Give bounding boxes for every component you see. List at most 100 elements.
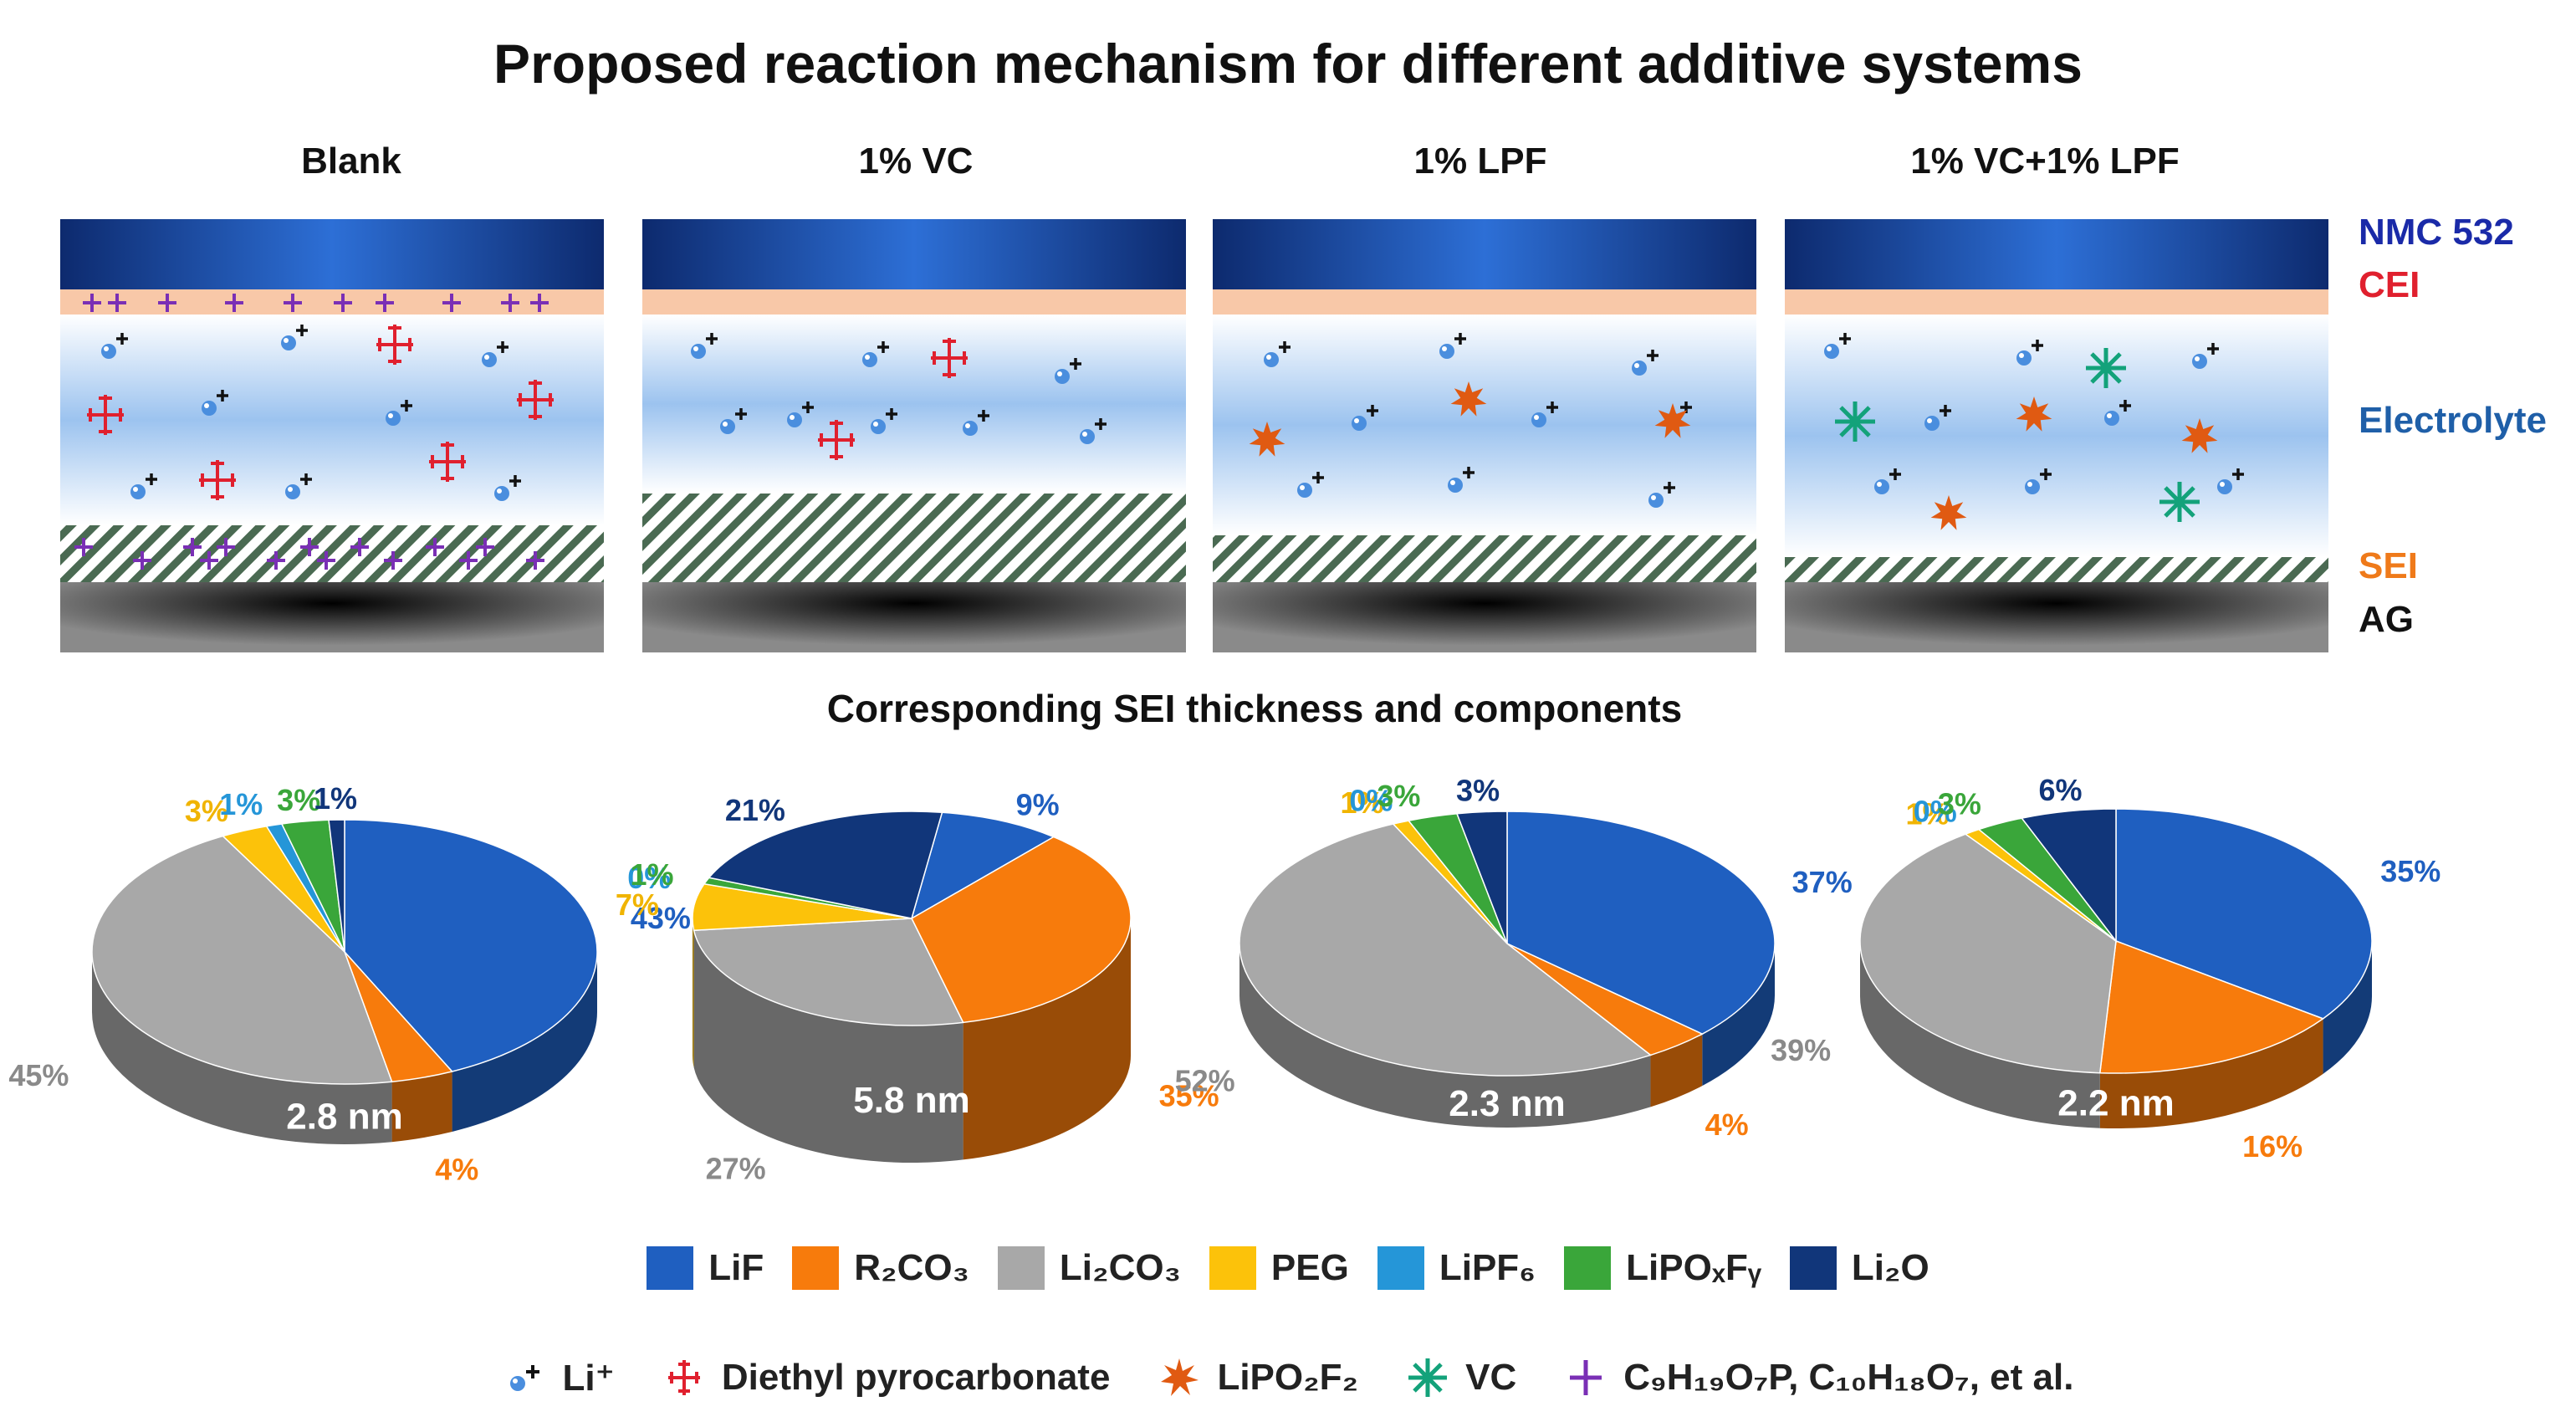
organic-species-icon	[83, 294, 101, 312]
legend-swatch-li2o	[1789, 1246, 1837, 1290]
ag-layer	[60, 582, 604, 652]
label-cei: CEI	[2359, 264, 2420, 305]
lipo2f2-icon	[1930, 495, 1967, 530]
legend-item-lipo2f2: LiPO₂F₂	[1157, 1355, 1358, 1400]
legend-swatch-lif	[647, 1246, 694, 1290]
pct-label-LiPOxFy: 3%	[1377, 779, 1420, 813]
li-ion-icon	[720, 408, 747, 434]
legend-item-li2co3: Li₂CO₃	[997, 1246, 1181, 1290]
organic-species-icon	[376, 294, 394, 312]
species-legend: Li⁺ Diethyl pyrocarbonate LiPO₂F₂ VC C₉H…	[0, 1355, 2576, 1400]
li-ion-icon	[1632, 350, 1659, 376]
pie-side-Li2CO3	[693, 930, 963, 1163]
nmc532-layer	[642, 219, 1186, 289]
legend-item-lipf6: LiPF₆	[1377, 1246, 1536, 1290]
cei-layer	[1785, 289, 2328, 315]
legend-swatch-lipoxfy	[1564, 1246, 1612, 1290]
cei-layer	[642, 289, 1186, 315]
li-ion-icon	[1297, 472, 1324, 498]
label-sei: SEI	[2359, 545, 2418, 586]
pie-slice-Li2CO3	[693, 918, 964, 1026]
organic-species-icon	[108, 294, 126, 312]
pie-slice-PEG	[692, 882, 912, 932]
legend-swatch-r2co3	[792, 1246, 840, 1290]
legend-item-peg: PEG	[1209, 1246, 1349, 1290]
orange-star-icon	[1161, 1358, 1199, 1396]
label-ag: AG	[2359, 599, 2414, 640]
li-ion-icon	[482, 341, 509, 367]
pie-slice-R2CO3	[911, 836, 1132, 1024]
sei-thickness-label: 2.8 nm	[286, 1097, 402, 1138]
legend-label-organics: C₉H₁₉O₇P, C₁₀H₁₈O₇, et al.	[1623, 1357, 2074, 1398]
ag-layer	[1213, 582, 1756, 652]
figure-title: Proposed reaction mechanism for differen…	[493, 33, 2083, 95]
ag-layer	[1785, 582, 2328, 652]
lipo2f2-icon	[2181, 418, 2218, 453]
li-ion-icon	[130, 473, 157, 499]
legend-item-r2co3: R₂CO₃	[792, 1246, 969, 1290]
lipo2f2-icon	[1249, 422, 1285, 457]
organic-species-icon	[267, 551, 285, 570]
pct-label-LiPOxFy: 1%	[630, 857, 673, 892]
legend-label-lipo2f2: LiPO₂F₂	[1217, 1357, 1359, 1398]
li-ion-icon	[1648, 482, 1675, 508]
organic-species-icon	[442, 294, 461, 312]
lipo2f2-icon	[2016, 396, 2052, 432]
pie-side-R2CO3	[1650, 1034, 1703, 1107]
pie-slice-Li2O	[328, 819, 345, 953]
pct-label-LiF: 43%	[631, 901, 691, 935]
pie-slice-R2CO3	[2098, 939, 2325, 1074]
li-ion-icon	[1264, 341, 1291, 367]
diethyl-pyrocarbonate-icon	[376, 325, 413, 365]
organic-species-icon	[459, 551, 478, 570]
sei-layer	[1213, 535, 1756, 582]
li-ion-icon	[285, 473, 312, 499]
organic-species-icon	[284, 294, 302, 312]
organic-species-icon	[501, 294, 519, 312]
panel-4	[1785, 219, 2328, 652]
organic-species-icon	[158, 294, 176, 312]
diethyl-pyrocarbonate-icon	[429, 442, 466, 482]
li-ion-icon	[862, 341, 889, 367]
pie-slice-Li2CO3	[1859, 833, 2117, 1074]
label-electrolyte: Electrolyte	[2359, 400, 2547, 441]
pct-label-Li2O: 6%	[2038, 773, 2082, 807]
pct-label-Li2CO3: 39%	[1771, 1033, 1831, 1067]
legend-label-lipf6: LiPF₆	[1439, 1247, 1536, 1288]
li-ion-icon	[963, 410, 989, 436]
cei-layer	[60, 289, 604, 315]
pie-slice-LiF	[1506, 811, 1776, 1035]
pct-label-LiPF6: 0%	[1349, 784, 1393, 818]
diethyl-pyrocarbonate-icon	[87, 395, 124, 435]
legend-label-li2o: Li₂O	[1851, 1247, 1929, 1288]
pct-label-LiPOxFy: 3%	[277, 783, 320, 817]
legend-label-peg: PEG	[1270, 1247, 1349, 1288]
pct-label-LiF: 9%	[1016, 788, 1060, 822]
organic-species-icon	[183, 538, 202, 556]
pct-label-Li2O: 3%	[1456, 774, 1500, 808]
pct-label-R2CO3: 4%	[1705, 1107, 1749, 1142]
legend-label-lif: LiF	[708, 1247, 764, 1288]
vc-icon-core	[1850, 417, 1860, 427]
electrolyte-layer	[1785, 315, 2328, 557]
pie-slice-Li2O	[1455, 811, 1508, 944]
sei-thickness-label: 2.2 nm	[2057, 1082, 2174, 1123]
organic-species-icon	[476, 538, 494, 556]
pie-side-Li2CO3	[92, 952, 392, 1144]
legend-item-dpc: Diethyl pyrocarbonate	[662, 1355, 1110, 1400]
pie-slice-Li2O	[708, 811, 943, 919]
vc-icon-core	[2175, 497, 2185, 507]
li-ion-icon	[691, 333, 718, 359]
legend-item-lif: LiF	[647, 1246, 764, 1290]
pct-label-LiPF6: 0%	[627, 861, 671, 895]
li-ion-icon	[281, 325, 308, 350]
panel-title-vc-lpf: 1% VC+1% LPF	[1910, 141, 2180, 182]
legend-label-r2co3: R₂CO₃	[854, 1247, 969, 1288]
mechanism-schematic	[60, 219, 2328, 652]
panel-1	[60, 219, 604, 652]
organic-species-icon	[350, 538, 369, 556]
pie-side-LiF	[452, 952, 597, 1132]
pct-label-R2CO3: 35%	[1159, 1078, 1219, 1112]
legend-label-li-ion: Li⁺	[562, 1357, 615, 1399]
sei-layer	[1785, 557, 2328, 582]
